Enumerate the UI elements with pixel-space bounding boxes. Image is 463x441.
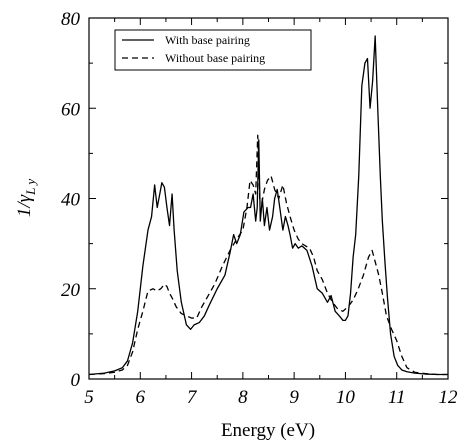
- x-tick-label: 9: [289, 387, 299, 408]
- x-tick-label: 8: [238, 387, 248, 408]
- y-tick-label: 60: [61, 99, 81, 120]
- legend: With base pairing Without base pairing: [114, 29, 312, 71]
- ticks-layer: 5 6 7 8 9 10 11 12 0 20 40 60 80: [61, 9, 458, 408]
- x-tick-label: 5: [84, 387, 94, 408]
- x-axis-label: Energy (eV): [221, 420, 315, 441]
- y-tick-label: 0: [71, 370, 81, 391]
- legend-label-with-base-pairing: With base pairing: [165, 33, 250, 47]
- x-tick-label: 12: [439, 387, 459, 408]
- y-tick-label: 40: [61, 190, 81, 211]
- y-tick-label: 20: [61, 280, 81, 301]
- x-tick-label: 7: [187, 387, 198, 408]
- series-line-without-base-pairing: [88, 134, 448, 376]
- y-axis-label: 1/γL y: [14, 179, 38, 218]
- plot-frame: [88, 17, 449, 380]
- x-tick-label: 11: [388, 387, 406, 408]
- legend-box: [114, 29, 312, 71]
- x-tick-label: 10: [336, 387, 356, 408]
- y-axis-label-sub: L y: [23, 179, 38, 196]
- series-line-with-base-pairing: [88, 35, 448, 376]
- series-layer: [88, 35, 448, 376]
- y-tick-label: 80: [61, 9, 81, 30]
- x-tick-label: 6: [136, 387, 146, 408]
- y-axis-label-main: 1/γ: [14, 194, 35, 217]
- legend-label-without-base-pairing: Without base pairing: [165, 51, 265, 65]
